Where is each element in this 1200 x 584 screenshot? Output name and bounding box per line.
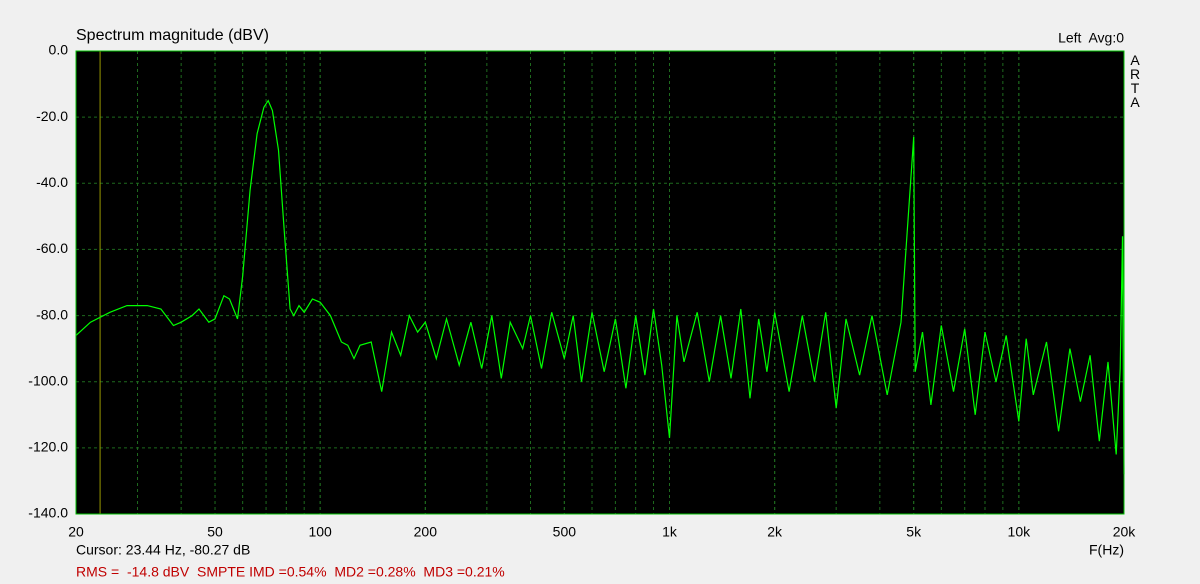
x-tick-label: 500 [553,524,577,540]
y-tick-label: -140.0 [28,505,68,521]
x-tick-label: 20k [1113,524,1137,540]
y-tick-label: -80.0 [36,306,68,322]
x-tick-label: 50 [207,524,223,540]
cursor-readout: Cursor: 23.44 Hz, -80.27 dB [76,542,250,558]
x-tick-label: 10k [1008,524,1032,540]
x-tick-label: 1k [662,524,678,540]
y-tick-label: -120.0 [28,439,68,455]
x-tick-label: 2k [767,524,783,540]
spectrum-line [75,99,1125,475]
x-tick-label: 200 [414,524,438,540]
y-tick-label: -60.0 [36,240,68,256]
channel-label: Left Avg:0 [1058,30,1124,46]
plot-border [75,50,1125,515]
chart-title: Spectrum magnitude (dBV) [76,27,269,44]
brand: ARTA [1127,52,1143,108]
y-tick-label: -100.0 [28,372,68,388]
y-tick-label: -40.0 [36,174,68,190]
x-axis-label: F(Hz) [1089,542,1124,558]
plot-area [75,50,1125,515]
measurements: RMS = -14.8 dBV SMPTE IMD =0.54% MD2 =0.… [76,564,505,580]
x-tick-label: 20 [68,524,84,540]
y-tick-label: 0.0 [49,42,69,58]
x-tick-label: 100 [308,524,332,540]
x-tick-label: 5k [906,524,922,540]
y-tick-label: -20.0 [36,108,68,124]
